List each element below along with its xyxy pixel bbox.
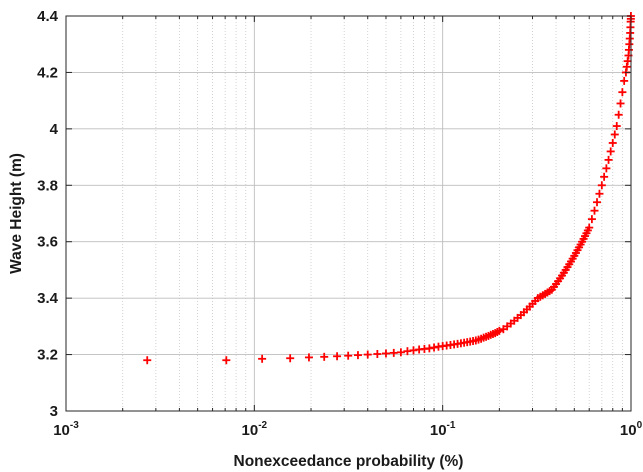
data-point xyxy=(396,348,405,357)
data-point xyxy=(593,198,602,207)
data-point xyxy=(258,354,267,363)
data-point xyxy=(495,326,504,335)
axes-frame xyxy=(65,15,632,412)
data-point xyxy=(333,352,342,361)
data-point xyxy=(595,189,604,198)
y-tick-label: 4.2 xyxy=(37,64,58,81)
data-point xyxy=(587,215,596,224)
data-point xyxy=(222,356,231,365)
data-point xyxy=(597,181,606,190)
data-point xyxy=(389,348,398,357)
data-point xyxy=(608,138,617,147)
data-point xyxy=(143,356,152,365)
x-tick-base: 10 xyxy=(430,422,447,439)
data-point xyxy=(604,155,613,164)
x-tick-label: 10-1 xyxy=(430,420,456,439)
x-tick-base: 10 xyxy=(620,422,637,439)
data-point xyxy=(612,122,621,131)
data-point xyxy=(590,206,599,215)
y-axis-label: Wave Height (m) xyxy=(8,153,25,274)
data-point xyxy=(344,351,353,360)
y-tick-label: 3.4 xyxy=(37,290,59,307)
y-tick-label: 3 xyxy=(50,403,58,420)
x-tick-label: 10-3 xyxy=(53,420,79,439)
y-tick-label: 3.8 xyxy=(37,177,58,194)
y-tick-label: 3.6 xyxy=(37,234,58,251)
data-point xyxy=(606,147,615,156)
x-axis-label: Nonexceedance probability (%) xyxy=(234,453,464,470)
data-point xyxy=(286,354,295,363)
x-tick-exponent: -2 xyxy=(258,420,267,431)
data-point xyxy=(620,76,629,85)
data-point xyxy=(381,349,390,358)
data-point xyxy=(618,88,627,97)
x-ticks xyxy=(65,16,632,411)
x-tick-labels: 10-3 10-2 10-1 100 xyxy=(53,420,642,439)
y-tick-label: 3.2 xyxy=(37,347,58,364)
data-point xyxy=(373,350,382,359)
data-point xyxy=(363,350,372,359)
data-point xyxy=(585,223,594,232)
x-tick-exponent: -3 xyxy=(70,420,79,431)
x-tick-base: 10 xyxy=(53,422,70,439)
x-tick-base: 10 xyxy=(242,422,259,439)
x-tick-exponent: -1 xyxy=(447,420,456,431)
x-tick-label: 100 xyxy=(620,420,643,439)
data-point xyxy=(600,172,609,181)
data-point xyxy=(353,351,362,360)
data-point xyxy=(320,352,329,361)
data-point xyxy=(616,99,625,108)
x-tick-exponent: 0 xyxy=(637,420,643,431)
data-point xyxy=(610,130,619,139)
x-tick-label: 10-2 xyxy=(242,420,268,439)
y-tick-label: 4.4 xyxy=(37,8,59,25)
y-tick-label: 4 xyxy=(50,121,59,138)
y-tick-labels: 3 3.2 3.4 3.6 3.8 4 4.2 4.4 xyxy=(37,8,59,420)
data-point xyxy=(614,110,623,119)
y-ticks xyxy=(66,15,631,412)
data-point xyxy=(304,353,313,362)
data-point xyxy=(602,164,611,173)
data-markers xyxy=(143,12,635,365)
